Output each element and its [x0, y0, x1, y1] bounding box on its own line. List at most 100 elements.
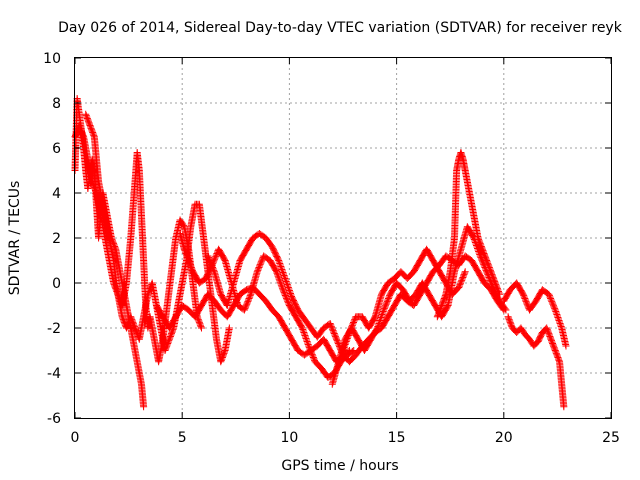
data-point-marker — [330, 328, 338, 336]
plot-frame — [74, 57, 612, 419]
data-point-marker — [284, 284, 292, 291]
data-point-marker — [278, 267, 286, 275]
data-point-marker — [350, 317, 358, 325]
data-point-marker — [280, 272, 288, 279]
y-axis-label: SDTVAR / TECUs — [7, 181, 23, 296]
data-point-marker — [301, 333, 309, 341]
data-point-marker — [276, 277, 284, 285]
data-point-marker — [303, 338, 311, 345]
data-point-marker — [474, 246, 482, 254]
data-point-marker — [298, 324, 306, 332]
data-point-marker — [461, 269, 469, 277]
data-point-marker — [256, 262, 264, 270]
data-point-marker — [523, 299, 531, 307]
data-point-marker — [385, 293, 393, 301]
data-point-marker — [556, 320, 564, 327]
data-point-marker — [209, 265, 217, 273]
data-point-marker — [273, 268, 281, 276]
data-point-marker — [523, 300, 531, 308]
data-point-marker — [347, 324, 355, 332]
data-point-marker — [557, 323, 565, 330]
chart-title: Day 026 of 2014, Sidereal Day-to-day VTE… — [58, 20, 623, 36]
data-point-marker — [303, 336, 311, 344]
data-point-marker — [179, 221, 187, 229]
data-point-marker — [375, 320, 383, 327]
data-point-marker — [243, 299, 251, 307]
data-point-marker — [246, 292, 254, 300]
data-point-marker — [330, 330, 338, 338]
data-point-marker — [555, 356, 563, 364]
data-point-marker — [348, 347, 356, 355]
data-point-marker — [340, 344, 348, 351]
data-point-marker — [273, 269, 281, 277]
data-point-marker — [206, 256, 214, 264]
data-point-marker — [283, 279, 291, 287]
data-point-marker — [461, 268, 469, 276]
data-point-marker — [328, 325, 336, 333]
x-tick-label: 15 — [388, 430, 406, 446]
axis-ticks: 0 5 10 15 20 25 -6 -4 -2 0 2 4 6 8 10 — [43, 51, 620, 446]
series-arc-3 — [82, 110, 233, 366]
data-point-marker — [284, 299, 292, 307]
y-tick-label: 0 — [52, 276, 61, 292]
data-point-marker — [331, 331, 339, 339]
data-point-marker — [345, 329, 353, 336]
data-point-marker — [378, 312, 386, 320]
data-point-marker — [277, 263, 285, 270]
data-point-marker — [281, 290, 289, 298]
data-point-marker — [520, 292, 528, 300]
data-point-marker — [520, 293, 528, 301]
data-point-marker — [554, 314, 562, 321]
data-point-marker — [275, 258, 283, 266]
data-point-marker — [258, 256, 266, 264]
data-point-marker — [205, 253, 213, 261]
data-point-marker — [243, 300, 251, 308]
data-point-marker — [279, 269, 287, 276]
data-point-marker — [327, 322, 335, 330]
data-point-marker — [277, 264, 285, 272]
data-point-marker — [309, 352, 317, 360]
data-point-marker — [374, 323, 382, 330]
data-point-marker — [302, 335, 310, 342]
data-point-marker — [306, 346, 314, 354]
data-point-marker — [342, 338, 350, 345]
data-point-marker — [254, 265, 262, 273]
data-point-marker — [281, 273, 289, 281]
data-point-marker — [197, 324, 205, 332]
data-point-marker — [278, 284, 286, 292]
data-point-marker — [211, 254, 219, 262]
data-point-marker — [557, 321, 565, 329]
data-point-marker — [459, 272, 467, 280]
data-point-marker — [274, 255, 282, 263]
series-arc-11 — [500, 279, 570, 350]
data-point-marker — [254, 266, 262, 274]
x-axis-label: GPS time / hours — [281, 458, 398, 474]
data-point-marker — [276, 278, 284, 286]
data-point-marker — [349, 320, 357, 328]
data-point-marker — [547, 295, 555, 303]
data-point-marker — [381, 302, 389, 310]
data-point-marker — [221, 348, 229, 356]
data-point-marker — [334, 338, 342, 346]
data-point-marker — [304, 341, 312, 348]
data-point-marker — [286, 288, 294, 296]
data-point-marker — [378, 311, 386, 318]
series-arc-9 — [433, 149, 504, 321]
y-tick-label: 6 — [52, 141, 61, 157]
data-point-marker — [459, 273, 467, 281]
series-arc-10 — [504, 313, 568, 411]
data-point-marker — [285, 285, 293, 293]
data-point-marker — [257, 259, 265, 267]
x-tick-label: 25 — [602, 430, 620, 446]
data-point-marker — [277, 281, 285, 289]
data-point-marker — [342, 339, 350, 347]
data-point-marker — [278, 283, 286, 291]
x-tick-label: 10 — [280, 430, 298, 446]
data-point-marker — [384, 295, 392, 303]
data-point-marker — [346, 327, 354, 335]
data-point-marker — [244, 297, 252, 305]
data-point-marker — [460, 271, 468, 279]
data-point-marker — [92, 188, 100, 196]
data-point-marker — [555, 317, 563, 324]
data-point-marker — [212, 252, 220, 260]
